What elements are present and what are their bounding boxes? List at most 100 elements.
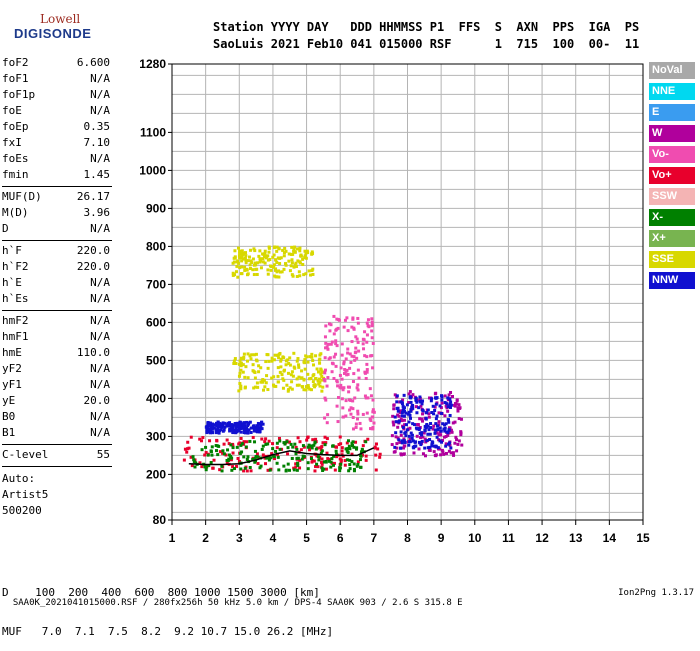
echo-point	[392, 423, 396, 427]
echo-point	[446, 433, 450, 437]
echo-point	[246, 430, 250, 434]
param-name: B1	[2, 426, 16, 439]
echo-point	[424, 426, 428, 430]
echo-point	[403, 440, 407, 444]
echo-point	[185, 450, 189, 454]
echo-point	[356, 409, 360, 413]
echo-point	[270, 359, 274, 363]
echo-point	[260, 447, 264, 451]
echo-point	[282, 464, 286, 468]
echo-point	[234, 362, 238, 366]
echo-point	[304, 385, 308, 389]
legend-sse: SSE	[649, 251, 695, 268]
echo-point	[378, 455, 382, 459]
echo-point	[334, 364, 338, 368]
echo-point	[302, 388, 306, 392]
echo-point	[443, 394, 447, 398]
echo-point	[308, 448, 312, 452]
echo-point	[216, 427, 220, 431]
echo-point	[338, 435, 342, 439]
echo-point	[255, 430, 259, 434]
echo-point	[231, 273, 235, 277]
echo-point	[253, 440, 257, 444]
echo-point	[441, 450, 445, 454]
echo-point	[402, 452, 406, 456]
echo-point	[260, 420, 264, 424]
echo-point	[238, 266, 242, 270]
echo-point	[365, 340, 369, 344]
param-row-fof1: foF1 N/A	[2, 72, 110, 88]
echo-point	[447, 449, 451, 453]
echo-point	[228, 421, 232, 425]
echo-point	[415, 434, 419, 438]
echo-point	[251, 426, 255, 430]
echo-point	[249, 426, 253, 430]
echo-point	[325, 384, 329, 388]
echo-point	[255, 261, 259, 265]
echo-point	[253, 460, 257, 464]
param-value: 110.0	[76, 346, 110, 359]
echo-point	[243, 430, 247, 434]
echo-point	[439, 406, 443, 410]
echo-point	[230, 456, 234, 460]
echo-point	[234, 423, 238, 427]
echo-point	[303, 361, 307, 365]
echo-point	[221, 429, 225, 433]
echo-point	[419, 443, 423, 447]
echo-point	[330, 370, 334, 374]
echo-point	[326, 347, 330, 351]
echo-point	[426, 432, 430, 436]
param-row-fof1p: foF1p N/A	[2, 88, 110, 104]
echo-point	[290, 387, 294, 391]
echo-point	[339, 366, 343, 370]
echo-point	[295, 447, 299, 451]
echo-point	[402, 418, 406, 422]
echo-point	[337, 318, 341, 322]
echo-point	[400, 419, 404, 423]
echo-point	[302, 445, 306, 449]
echo-point	[390, 443, 394, 447]
echo-point	[419, 436, 423, 440]
param-name: foEp	[2, 120, 29, 133]
echo-point	[321, 385, 325, 389]
echo-point	[231, 271, 235, 275]
echo-point	[393, 393, 397, 397]
echo-point	[425, 439, 429, 443]
echo-point	[434, 422, 438, 426]
echo-point	[204, 465, 208, 469]
echo-point	[239, 467, 243, 471]
echo-point	[303, 367, 307, 371]
echo-point	[335, 380, 339, 384]
echo-point	[407, 434, 411, 438]
param-value: N/A	[90, 314, 110, 327]
echo-point	[378, 452, 382, 456]
echo-point	[274, 258, 278, 262]
echo-point	[368, 427, 372, 431]
echo-point	[392, 450, 396, 454]
echo-point	[287, 440, 291, 444]
echo-point	[231, 261, 235, 265]
echo-point	[297, 270, 301, 274]
echo-point	[230, 468, 234, 472]
echo-point	[423, 446, 427, 450]
echo-point	[317, 370, 321, 374]
logo-line1: Lowell	[40, 12, 81, 26]
echo-point	[248, 263, 252, 267]
echo-point	[239, 361, 243, 365]
echo-point	[318, 377, 322, 381]
echo-point	[242, 352, 246, 356]
echo-point	[233, 357, 237, 361]
param-value: N/A	[90, 276, 110, 289]
echo-point	[436, 427, 440, 431]
echo-point	[243, 265, 247, 269]
echo-point	[253, 370, 257, 374]
echo-point	[287, 361, 291, 365]
echo-point	[301, 263, 305, 267]
echo-point	[208, 439, 212, 443]
echo-point	[286, 371, 290, 375]
echo-point	[257, 254, 261, 258]
echo-point	[189, 455, 193, 459]
echo-point	[272, 253, 276, 257]
echo-point	[278, 370, 282, 374]
echo-point	[390, 434, 394, 438]
